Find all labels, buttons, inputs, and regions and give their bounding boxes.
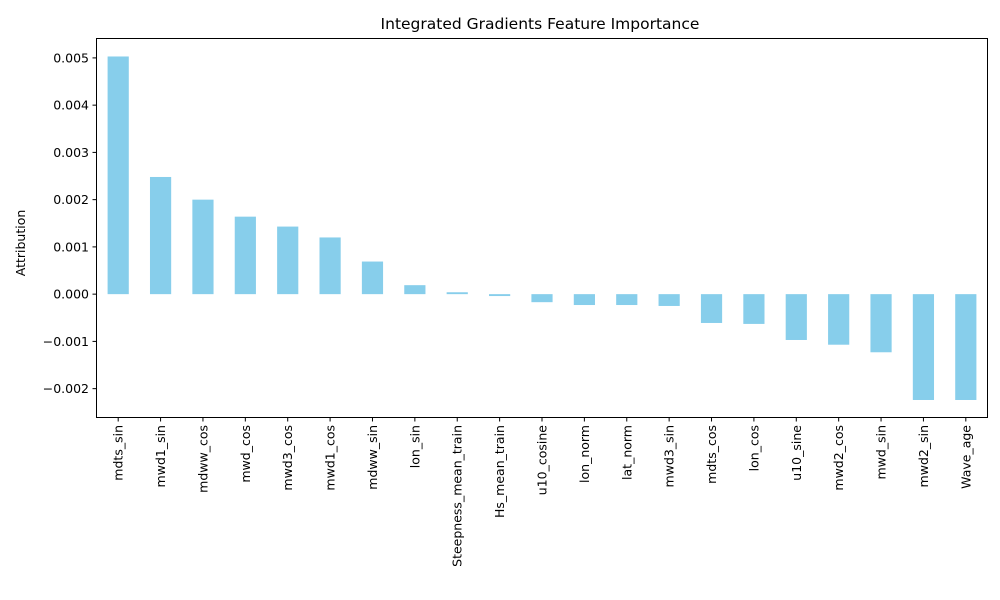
x-tick-label-mwd1_cos: mwd1_cos [323,425,338,491]
x-axis: mdts_sin mwd1_sin mdww_cos mwd_cos mwd3_cos m… [111,417,973,567]
x-tick-label-mdts_cos: mdts_cos [704,425,719,484]
y-tick-label: 0.004 [53,98,89,113]
bar-mwd3_sin [658,294,680,306]
x-tick-label-mwd_sin: mwd_sin [874,425,889,480]
y-tick-label: 0.002 [53,192,89,207]
bars-layer [107,56,977,400]
bar-mwd2_sin [912,294,935,400]
x-tick-label-mwd_cos: mwd_cos [238,425,253,483]
bar-Steepness_mean_train [446,292,468,295]
x-tick-label-Wave_age: Wave_age [958,425,973,489]
x-tick-label-mdts_sin: mdts_sin [111,425,126,481]
y-axis: −0.002 −0.001 0.000 0.001 0.002 0.003 0.004 0.0… [43,50,97,396]
chart-title: Integrated Gradients Feature Importance [381,15,700,33]
x-tick-label-lat_norm: lat_norm [619,425,634,480]
x-tick-label-u10_sine: u10_sine [789,425,804,481]
plot-frame [96,38,988,418]
bar-mdww_sin [361,261,384,295]
x-tick-label-mdww_cos: mdww_cos [195,425,210,493]
y-tick-label: 0.005 [53,50,89,65]
x-tick-label-mwd3_sin: mwd3_sin [662,425,677,487]
x-tick-label-lon_sin: lon_sin [407,425,422,468]
bar-mwd1_sin [149,176,172,295]
x-tick-label-mwd3_cos: mwd3_cos [280,425,295,491]
x-tick-label-Steepness_mean_train: Steepness_mean_train [450,425,465,567]
y-tick-label: 0.001 [53,239,89,254]
bar-u10_sine [785,294,807,340]
bar-mwd1_cos [319,237,341,295]
bar-u10_cosine [531,294,553,303]
bar-lon_sin [404,285,426,295]
y-tick-label: −0.002 [43,381,89,396]
bar-mdts_cos [700,294,723,323]
bar-lon_norm [573,294,595,306]
bar-lon_cos [743,294,765,324]
x-tick-label-mdww_sin: mdww_sin [365,425,380,490]
y-axis-label: Attribution [13,210,28,277]
x-tick-label-Hs_mean_train: Hs_mean_train [492,425,507,518]
x-tick-label-lon_cos: lon_cos [746,425,761,471]
y-tick-label: 0.000 [53,287,89,302]
x-tick-label-mwd2_cos: mwd2_cos [831,425,846,491]
y-tick-label: 0.003 [53,145,89,160]
x-tick-label-mwd1_sin: mwd1_sin [153,425,168,487]
bar-lat_norm [616,294,638,306]
bar-mwd_cos [234,216,256,295]
bar-Wave_age [955,294,977,400]
x-tick-label-u10_cosine: u10_cosine [535,425,550,496]
x-tick-label-mwd2_sin: mwd2_sin [916,425,931,487]
bar-mwd2_cos [828,294,850,345]
bar-Hs_mean_train [489,294,511,297]
x-tick-label-lon_norm: lon_norm [577,425,592,483]
bar-mwd3_cos [277,226,299,295]
bar-mdts_sin [107,56,129,295]
y-tick-label: −0.001 [43,334,89,349]
bar-mdww_cos [192,199,214,295]
bar-mwd_sin [870,294,892,353]
